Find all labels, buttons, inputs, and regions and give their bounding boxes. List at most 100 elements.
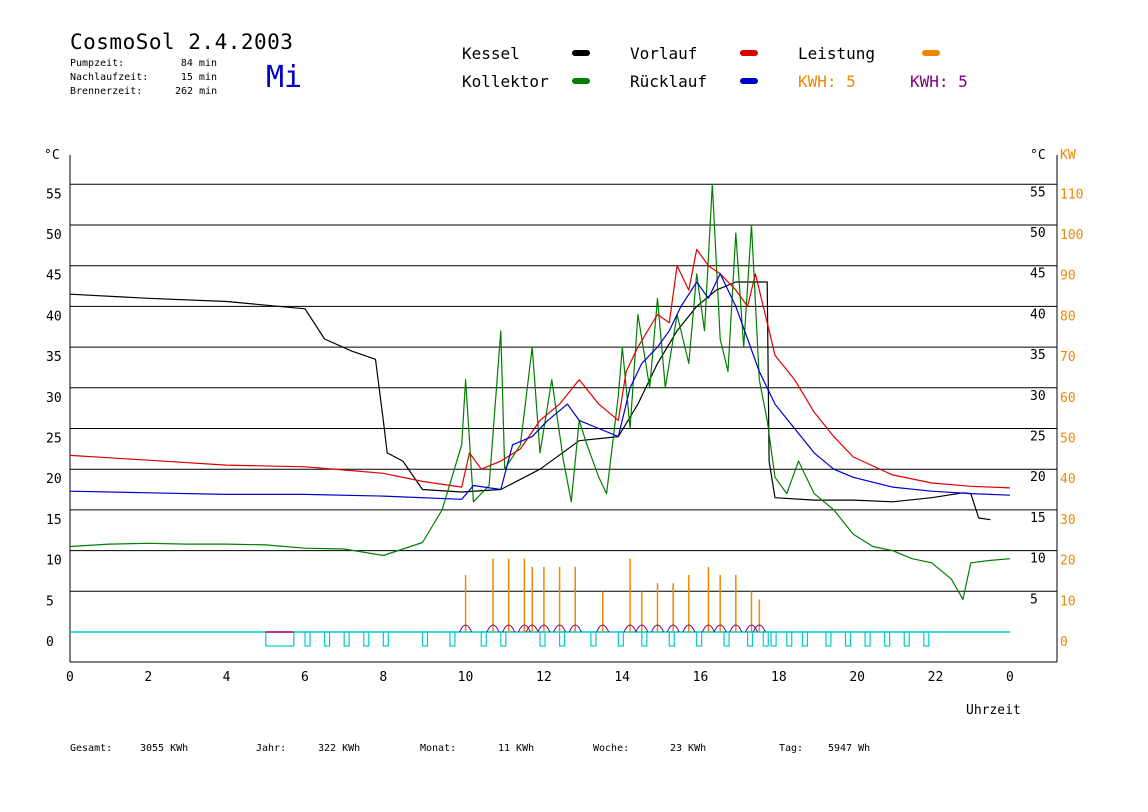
y-tick-kw-60: 60 [1060,391,1076,406]
y-tick-right-40: 40 [1030,307,1046,322]
y-tick-kw-70: 70 [1060,350,1076,365]
footer-monat-value: 11 KWh [498,743,535,754]
x-tick-3: 6 [301,670,309,685]
pump-pulse-23 [825,631,832,647]
legend-kollektor-swatch [572,78,590,84]
pump-pulse-14 [641,631,648,647]
legend-kwh-purple: KWH: 5 [910,72,968,91]
y-tick-left-45: 45 [46,269,62,284]
footer-tag-value: 5947 Wh [828,743,871,754]
pump-pulse-18 [746,631,754,647]
x-tick-12: 0 [1006,670,1014,685]
kwh-bump-18 [752,624,766,633]
stat-value-pumpzeit: 84 min [180,58,217,69]
y-tick-right-35: 35 [1030,348,1046,363]
legend-kessel-swatch [572,50,590,56]
pump-pulse-22 [801,631,809,647]
legend-kwh-orange: KWH: 5 [798,72,856,91]
pump-pulse-19 [762,631,769,647]
kwh-bump-0 [459,624,473,633]
kwh-bump-8 [596,624,610,633]
x-tick-8: 16 [693,670,709,685]
y-tick-left-10: 10 [46,554,62,569]
kwh-bump-5 [537,624,551,633]
y-tick-left-20: 20 [46,472,62,487]
kwh-bump-10 [635,624,649,633]
kwh-bump-17 [745,624,758,633]
y-tick-kw-30: 30 [1060,513,1076,528]
y-tick-kw-90: 90 [1060,269,1076,284]
pump-pulse-20 [770,631,777,647]
kwh-bump-16 [729,624,743,633]
x-tick-0: 0 [66,670,74,685]
x-tick-11: 22 [928,670,944,685]
y-tick-right-50: 50 [1030,226,1046,241]
y-tick-left-35: 35 [46,350,62,365]
kwh-bump-1 [486,624,500,633]
x-axis-label: Uhrzeit [966,703,1021,718]
weekday-label: Mi [266,60,303,95]
legend-leistung-swatch [922,50,940,56]
y-tick-right-45: 45 [1030,267,1046,282]
chart-axes [69,155,1058,663]
y-tick-kw-0: 0 [1060,635,1068,650]
y-tick-left-0: 0 [46,635,54,650]
legend-kollektor-label: Kollektor [462,72,549,91]
pump-pulse-6 [421,631,429,647]
pump-pulse-5 [382,631,389,647]
x-tick-1: 2 [144,670,152,685]
y-tick-kw-80: 80 [1060,309,1076,324]
kwh-bump-3 [517,624,531,633]
y-tick-right-25: 25 [1030,430,1046,445]
stat-value-brennerzeit: 262 min [175,86,218,97]
footer-woche-label: Woche: [593,743,630,754]
y-tick-left-30: 30 [46,391,62,406]
legend-ruecklauf-swatch [740,78,758,84]
pump-pulse-16 [696,631,703,647]
y-tick-kw-40: 40 [1060,472,1076,487]
pump-pulse-8 [480,631,487,647]
y-tick-kw-110: 110 [1060,187,1083,202]
pump-pulse-1 [304,631,311,647]
kwh-bump-12 [666,624,680,633]
footer-jahr-label: Jahr: [256,743,287,754]
stat-label-pumpzeit: Pumpzeit: [70,58,125,69]
y-tick-right-20: 20 [1030,470,1046,485]
pump-pulse-7 [449,631,456,647]
footer-gesamt-label: Gesamt: [70,743,113,754]
x-tick-10: 20 [849,670,865,685]
y-tick-right-55: 55 [1030,185,1046,200]
y-tick-left-25: 25 [46,432,62,447]
grid-lines [70,183,1057,592]
kwh-bump-14 [701,624,715,633]
pump-pulse-series [70,631,1010,647]
y-tick-left-5: 5 [46,594,54,609]
kwh-bump-6 [553,624,567,633]
y-tick-right-10: 10 [1030,552,1046,567]
kwh-bump-2 [502,624,516,633]
y-tick-left-15: 15 [46,513,62,528]
pump-pulse-11 [558,631,566,647]
pump-pulse-4 [363,631,370,647]
x-tick-2: 4 [223,670,231,685]
y-tick-right-30: 30 [1030,389,1046,404]
kwh-bump-13 [682,624,696,633]
pump-pulse-0 [265,631,295,647]
y-tick-kw-10: 10 [1060,594,1076,609]
x-tick-9: 18 [771,670,787,685]
pump-pulse-17 [723,631,730,647]
chart-title: CosmoSol 2.4.2003 [70,30,294,54]
x-tick-6: 12 [536,670,552,685]
legend-vorlauf-label: Vorlauf [630,44,698,63]
y-tick-left-40: 40 [46,309,62,324]
y-axis-unit-kw: KW [1060,148,1076,163]
stat-label-nachlaufzeit: Nachlaufzeit: [70,72,149,83]
tick-labels: 0510152025303540455055510152025303540455… [46,185,1083,685]
footer-monat-label: Monat: [420,743,457,754]
footer-tag-label: Tag: [779,743,804,754]
y-tick-right-15: 15 [1030,511,1046,526]
y-tick-left-55: 55 [46,187,62,202]
pump-pulse-3 [343,631,350,647]
pump-pulse-21 [786,631,793,647]
